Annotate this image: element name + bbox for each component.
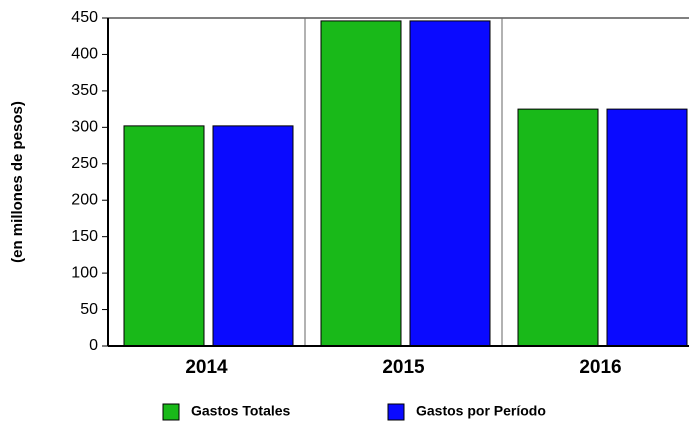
- legend-label: Gastos por Período: [416, 403, 546, 419]
- y-tick-label: 100: [71, 264, 98, 281]
- bar: [517, 108, 599, 347]
- x-tick-label: 2015: [382, 357, 425, 378]
- bar: [320, 20, 402, 347]
- y-tick-label: 50: [80, 301, 98, 318]
- y-axis-label: (en millones de pesos): [9, 101, 26, 263]
- x-tick-label: 2016: [579, 357, 621, 378]
- y-tick-label: 0: [89, 337, 98, 354]
- y-tick-label: 200: [71, 191, 98, 208]
- bar: [123, 125, 205, 347]
- y-tick-label: 300: [71, 119, 98, 136]
- x-tick-label: 2014: [185, 357, 228, 378]
- y-tick-label: 250: [71, 155, 98, 172]
- bar: [409, 20, 491, 347]
- bar: [212, 125, 294, 347]
- legend-swatch: [387, 403, 405, 421]
- legend-label: Gastos Totales: [191, 403, 291, 419]
- bar: [606, 108, 688, 347]
- y-tick-label: 450: [71, 9, 98, 26]
- y-tick-label: 350: [71, 82, 98, 99]
- y-tick-label: 400: [71, 46, 98, 63]
- y-tick-label: 150: [71, 228, 98, 245]
- legend-swatch: [162, 403, 180, 421]
